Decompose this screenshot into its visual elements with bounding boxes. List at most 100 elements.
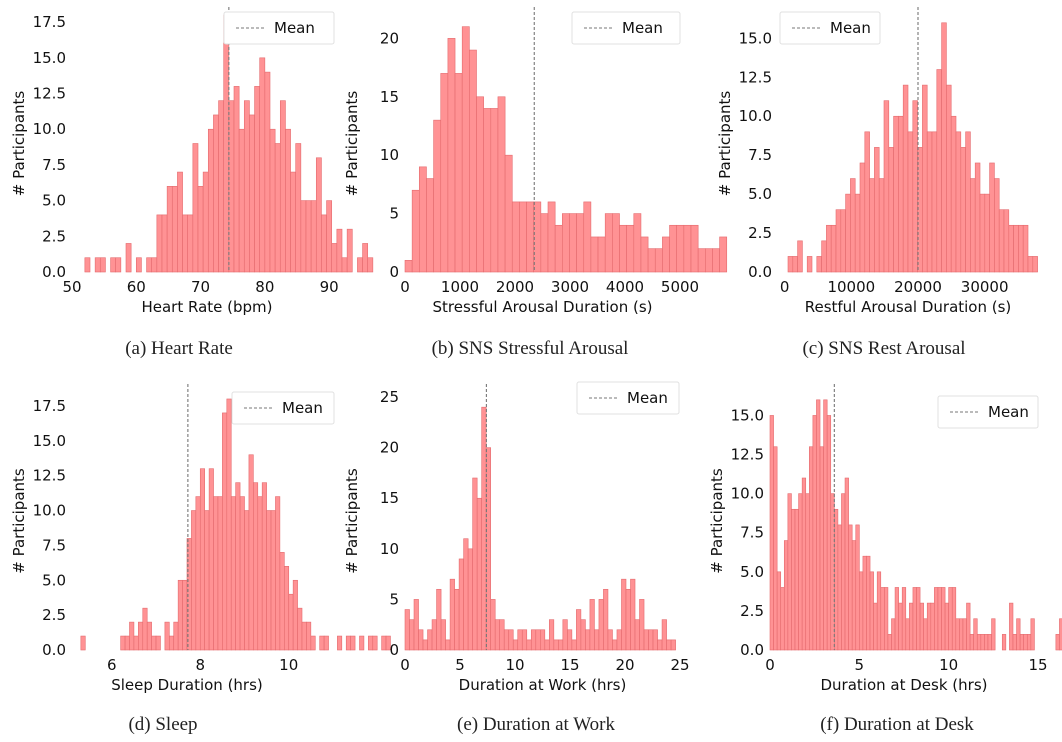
histogram-bar <box>1012 634 1017 651</box>
histogram-bar <box>204 510 210 651</box>
y-tick-label: 20 <box>380 439 399 457</box>
histogram-bar <box>598 599 604 651</box>
y-tick-label: 10 <box>380 540 399 558</box>
histogram-bar <box>931 131 938 273</box>
histogram-bar <box>345 635 351 651</box>
y-axis-label: # Participants <box>708 468 726 574</box>
x-tick-label: 0 <box>780 278 790 296</box>
histogram-bar <box>547 201 556 273</box>
histogram-bar <box>984 193 990 273</box>
histogram-bar <box>869 178 875 273</box>
histogram-bar <box>319 635 325 651</box>
histogram-bar <box>449 578 455 651</box>
histogram-bar <box>607 629 613 651</box>
histogram-bar <box>980 634 985 651</box>
histogram-bar <box>830 224 837 273</box>
histogram-bar <box>125 243 132 273</box>
histogram-bar <box>440 619 446 651</box>
histogram-bar <box>182 214 189 273</box>
y-tick-label: 2.5 <box>42 227 66 245</box>
histogram-bar <box>776 571 782 651</box>
histogram-bar <box>841 493 846 651</box>
legend-box <box>779 11 881 45</box>
histogram-bar <box>878 178 885 273</box>
histogram-bar <box>873 602 878 651</box>
x-tick-label: 70 <box>191 278 210 296</box>
y-tick-label: 0.0 <box>42 641 66 659</box>
histogram-bar <box>467 548 473 651</box>
histogram-bar <box>922 84 928 273</box>
histogram-bar <box>912 587 917 651</box>
histogram-bar <box>259 57 266 273</box>
histogram-bar <box>670 639 676 651</box>
x-axis-label: Duration at Desk (hrs) <box>821 676 988 694</box>
x-tick-label: 15 <box>560 656 579 674</box>
y-tick-label: 12.5 <box>33 467 66 485</box>
histogram-bar <box>704 248 713 273</box>
histogram-bar <box>124 635 130 651</box>
x-tick-label: 50 <box>62 278 81 296</box>
histogram-bar <box>218 100 225 273</box>
histogram-bar <box>941 587 946 651</box>
histogram-bar <box>535 629 541 651</box>
histogram-bar <box>616 629 622 651</box>
histogram-bar <box>494 619 501 651</box>
histogram-bar <box>576 213 585 273</box>
legend-box <box>576 381 680 415</box>
y-tick-label: 15.0 <box>33 49 66 67</box>
histogram-bar <box>285 128 291 273</box>
histogram-bar <box>1022 224 1029 273</box>
histogram-bar <box>519 201 527 273</box>
histogram-bar <box>279 100 286 273</box>
x-tick-label: 10 <box>505 656 524 674</box>
histogram-bar <box>580 619 586 651</box>
histogram-bar <box>597 236 606 273</box>
histogram-bar <box>362 243 369 273</box>
y-tick-label: 7.5 <box>748 146 772 164</box>
histogram-bar <box>604 213 613 273</box>
histogram-bar <box>1027 256 1034 273</box>
histogram-bar <box>950 115 957 273</box>
histogram-bar <box>146 257 153 273</box>
histogram-bar <box>223 14 230 273</box>
histogram-bar <box>974 162 981 273</box>
histogram-bar <box>859 571 864 651</box>
histogram-bar <box>576 609 582 651</box>
legend-box <box>231 391 335 425</box>
histogram-bar <box>222 412 228 651</box>
histogram-bar <box>669 224 677 273</box>
histogram-bar <box>583 201 592 273</box>
histogram-bar <box>955 131 962 273</box>
panel-caption: (e) Duration at Work <box>457 714 615 735</box>
histogram-bar <box>969 634 974 651</box>
histogram-bar <box>970 178 976 273</box>
histogram-bar <box>288 593 294 651</box>
histogram-bar <box>269 128 276 273</box>
histogram-bar <box>292 579 298 651</box>
y-tick-label: 15 <box>380 489 399 507</box>
histogram-bar <box>923 618 928 651</box>
histogram-bar <box>177 171 183 273</box>
histogram-bar <box>254 86 261 273</box>
y-tick-label: 5.0 <box>748 185 772 203</box>
histogram-bar <box>539 629 546 651</box>
panel-caption: (c) SNS Rest Arousal <box>802 338 965 359</box>
histogram-bar <box>490 108 499 273</box>
y-tick-label: 15.0 <box>731 406 764 424</box>
y-tick-label: 10.0 <box>739 107 772 125</box>
histogram-bar <box>367 257 374 273</box>
histogram-bar <box>422 639 428 651</box>
histogram-bar <box>530 629 537 651</box>
histogram-bar <box>270 510 276 651</box>
histogram-bar <box>998 209 1005 273</box>
histogram-bar <box>946 84 952 273</box>
histogram-bar <box>337 635 343 651</box>
histogram-bar <box>120 635 126 651</box>
histogram-bar <box>191 510 197 651</box>
histogram-bar <box>898 115 904 273</box>
x-axis-label: Duration at Work (hrs) <box>459 676 627 694</box>
histogram-bar <box>511 201 520 273</box>
histogram-bar <box>233 86 240 273</box>
histogram-bar <box>647 248 656 273</box>
histogram-bar <box>490 599 496 651</box>
